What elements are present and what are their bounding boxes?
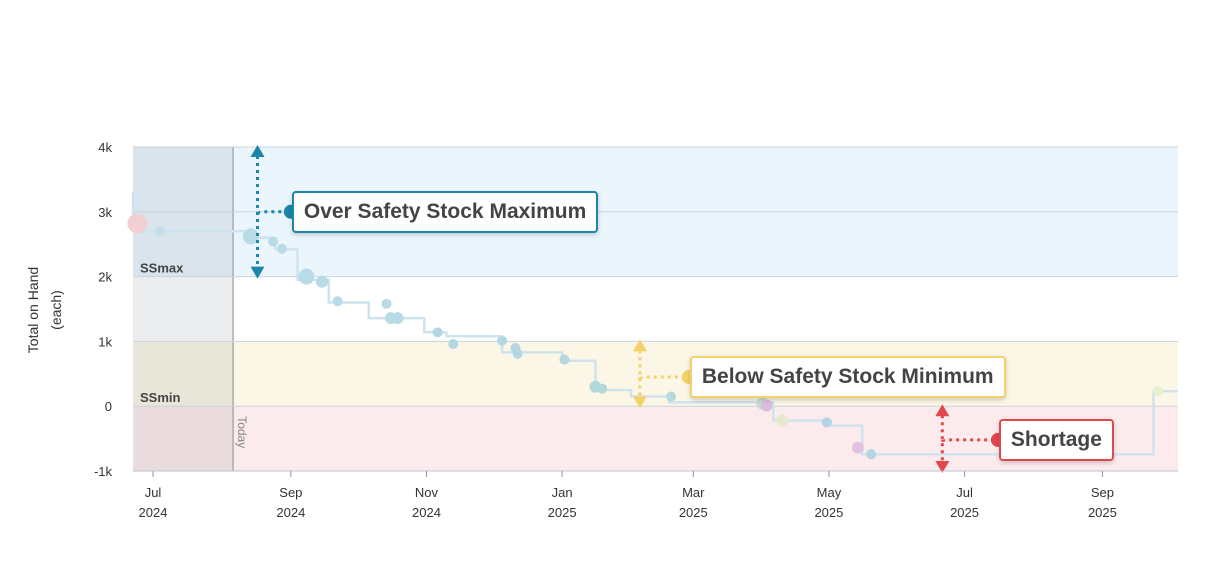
past-region: Today bbox=[133, 147, 249, 471]
y-tick-label: 3k bbox=[98, 205, 112, 220]
x-tick-month: May bbox=[817, 485, 842, 500]
x-tick-year: 2024 bbox=[412, 505, 441, 520]
y-axis-title: Total on Hand (each) bbox=[25, 267, 64, 353]
x-tick-month: Nov bbox=[415, 485, 439, 500]
data-point bbox=[127, 213, 148, 234]
arrow-up-icon bbox=[935, 404, 950, 417]
data-point bbox=[760, 399, 773, 412]
x-tick-year: 2024 bbox=[276, 505, 305, 520]
data-point bbox=[315, 275, 328, 288]
annotation-2 bbox=[935, 404, 1005, 473]
band-label-ssmax: SSmax bbox=[140, 261, 184, 276]
data-point bbox=[298, 268, 315, 285]
axes: -1k 0 1k 2k 3k 4k SSmax SSmin Jul 2024 Sep 2024 Nov 2… bbox=[94, 140, 1178, 520]
annotation-connector bbox=[256, 210, 291, 214]
arrow-down-icon bbox=[632, 396, 647, 409]
x-tick-month: Jul bbox=[956, 485, 973, 500]
data-point bbox=[448, 338, 459, 349]
x-tick-month: Jul bbox=[145, 485, 162, 500]
data-point bbox=[242, 228, 259, 245]
y-tick-label: 4k bbox=[98, 140, 112, 155]
data-point bbox=[391, 312, 404, 325]
data-point bbox=[512, 348, 523, 359]
data-point bbox=[851, 441, 864, 454]
x-tick-year: 2025 bbox=[1088, 505, 1117, 520]
data-point bbox=[666, 391, 677, 402]
x-tick-year: 2025 bbox=[814, 505, 843, 520]
y-tick-label: 2k bbox=[98, 270, 112, 285]
data-point bbox=[268, 236, 279, 247]
x-tick-year: 2025 bbox=[679, 505, 708, 520]
arrow-down-icon bbox=[250, 266, 265, 279]
data-point bbox=[332, 296, 343, 307]
data-point bbox=[559, 354, 570, 365]
data-point bbox=[154, 226, 165, 237]
annotation-connector bbox=[638, 375, 689, 380]
data-point bbox=[497, 335, 508, 346]
y-tick-label: 0 bbox=[105, 399, 112, 414]
band-label-ssmin: SSmin bbox=[140, 390, 181, 405]
y-axis-title-line1: Total on Hand bbox=[25, 267, 41, 353]
data-point bbox=[1152, 386, 1163, 397]
x-tick-year: 2025 bbox=[950, 505, 979, 520]
x-tick-month: Sep bbox=[279, 485, 302, 500]
data-point bbox=[276, 243, 287, 254]
past-shade bbox=[133, 147, 234, 471]
data-point bbox=[776, 414, 789, 427]
y-axis-title-line2: (each) bbox=[48, 290, 64, 330]
arrow-down-icon bbox=[935, 461, 950, 473]
arrow-up-icon bbox=[632, 339, 647, 352]
data-point bbox=[821, 417, 832, 428]
x-tick-year: 2024 bbox=[139, 505, 168, 520]
arrow-up-icon bbox=[250, 145, 265, 157]
x-tick-month: Mar bbox=[682, 485, 705, 500]
annotation-connector bbox=[940, 438, 998, 442]
data-point bbox=[432, 327, 443, 338]
data-point bbox=[866, 449, 877, 460]
data-point bbox=[381, 298, 392, 309]
x-tick-year: 2025 bbox=[548, 505, 577, 520]
data-point bbox=[597, 383, 608, 394]
y-tick-label: 1k bbox=[98, 334, 112, 349]
y-tick-label: -1k bbox=[94, 464, 113, 479]
today-label: Today bbox=[235, 416, 249, 448]
callout-box: Below Safety Stock Minimum bbox=[689, 356, 1006, 399]
callout-box: Shortage bbox=[998, 418, 1114, 461]
x-tick-month: Sep bbox=[1091, 485, 1114, 500]
callout-box: Over Safety Stock Maximum bbox=[291, 190, 599, 233]
band-ok bbox=[133, 276, 1178, 342]
x-tick-month: Jan bbox=[552, 485, 573, 500]
data-points bbox=[127, 213, 1163, 460]
